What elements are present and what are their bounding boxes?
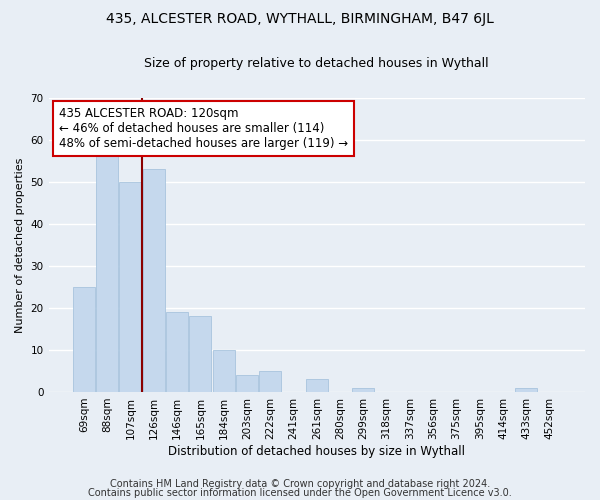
- Bar: [119, 182, 142, 392]
- Bar: [259, 371, 281, 392]
- Bar: [190, 316, 211, 392]
- Text: 435 ALCESTER ROAD: 120sqm
← 46% of detached houses are smaller (114)
48% of semi: 435 ALCESTER ROAD: 120sqm ← 46% of detac…: [59, 107, 349, 150]
- X-axis label: Distribution of detached houses by size in Wythall: Distribution of detached houses by size …: [168, 444, 465, 458]
- Bar: [143, 170, 165, 392]
- Bar: [212, 350, 235, 392]
- Bar: [166, 312, 188, 392]
- Bar: [73, 287, 95, 392]
- Y-axis label: Number of detached properties: Number of detached properties: [15, 158, 25, 332]
- Title: Size of property relative to detached houses in Wythall: Size of property relative to detached ho…: [145, 58, 489, 70]
- Bar: [236, 375, 258, 392]
- Text: Contains public sector information licensed under the Open Government Licence v3: Contains public sector information licen…: [88, 488, 512, 498]
- Bar: [96, 148, 118, 392]
- Bar: [352, 388, 374, 392]
- Bar: [306, 380, 328, 392]
- Text: 435, ALCESTER ROAD, WYTHALL, BIRMINGHAM, B47 6JL: 435, ALCESTER ROAD, WYTHALL, BIRMINGHAM,…: [106, 12, 494, 26]
- Text: Contains HM Land Registry data © Crown copyright and database right 2024.: Contains HM Land Registry data © Crown c…: [110, 479, 490, 489]
- Bar: [515, 388, 538, 392]
